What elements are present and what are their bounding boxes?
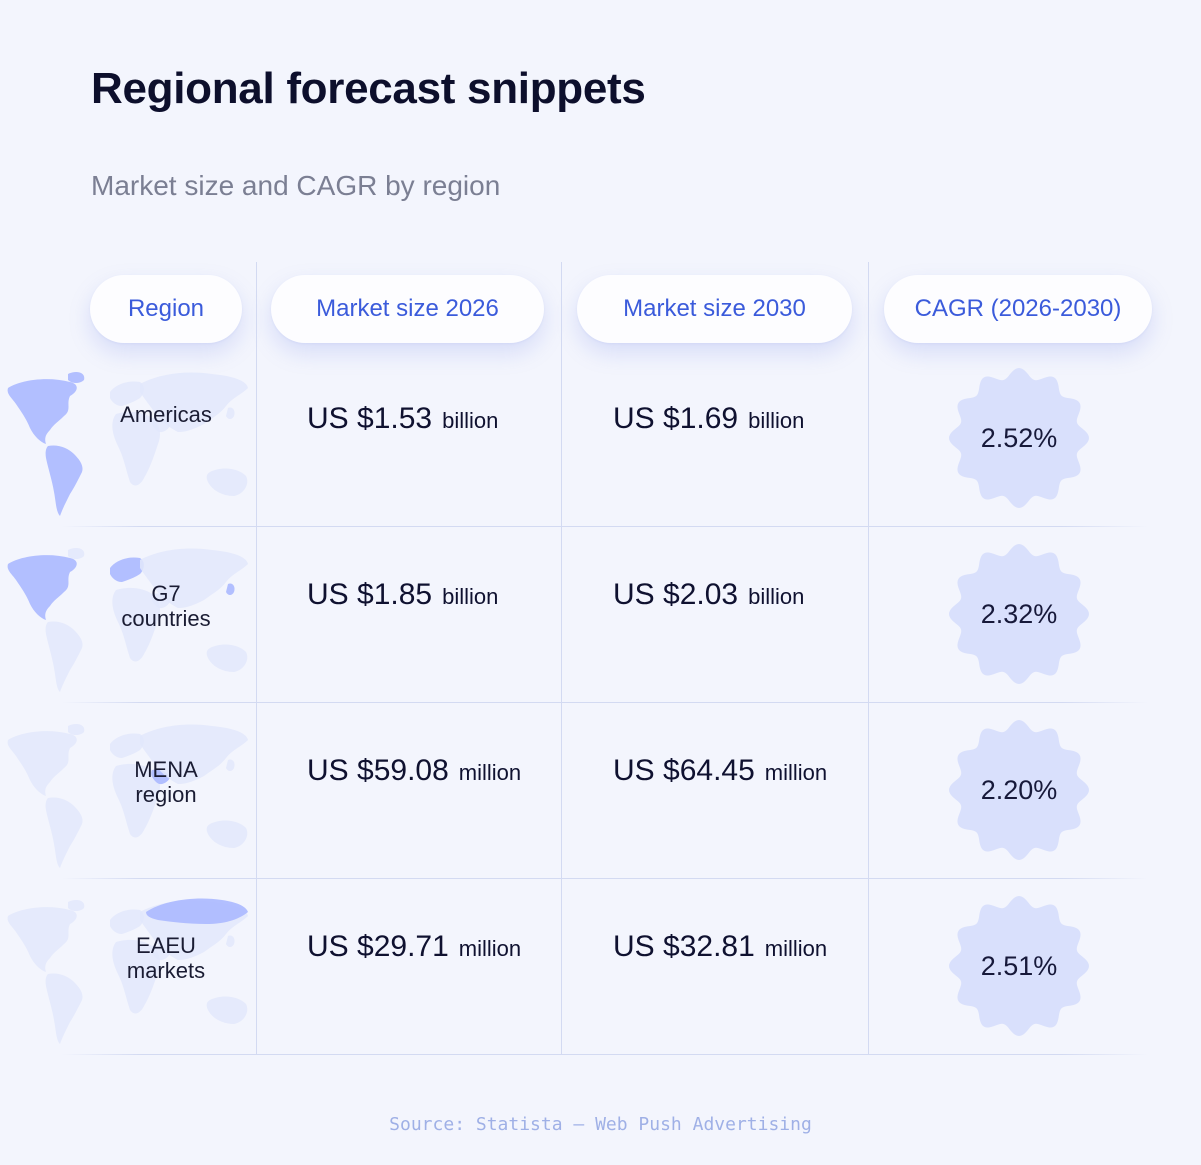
column-header-cagr: CAGR (2026-2030)	[884, 275, 1152, 343]
market-size-2030-mena-region-amount: US $64.45	[613, 754, 755, 787]
row-divider	[62, 702, 1148, 703]
market-size-2030-mena-region-unit: million	[764, 760, 828, 785]
column-divider	[256, 262, 257, 1054]
column-header-region: Region	[90, 275, 242, 343]
market-size-2026-mena-region: US $59.08 million	[307, 754, 521, 788]
cagr-badge-eaeu-markets: 2.51%	[949, 896, 1089, 1036]
market-size-2026-eaeu-markets-unit: million	[458, 936, 522, 961]
cagr-value-mena-region: 2.20%	[980, 774, 1058, 805]
region-label-g7-countries: countries	[121, 606, 211, 631]
page-subtitle: Market size and CAGR by region	[91, 170, 501, 201]
market-size-2030-g7-countries: US $2.03 billion	[613, 578, 804, 612]
world-map-icon	[0, 714, 258, 882]
market-size-2026-americas-amount: US $1.53	[307, 402, 433, 435]
market-size-2030-eaeu-markets: US $32.81 million	[613, 930, 827, 964]
market-size-2030-americas-amount: US $1.69	[613, 402, 739, 435]
row-divider	[62, 1054, 1148, 1055]
row-divider	[62, 878, 1148, 879]
market-size-2030-eaeu-markets-amount: US $32.81	[613, 930, 755, 963]
column-header-market-size-2026: Market size 2026	[271, 275, 544, 343]
market-size-2026-g7-countries-unit: billion	[442, 584, 499, 609]
market-size-2026-mena-region-amount: US $59.08	[307, 754, 449, 787]
region-label-g7-countries: G7	[151, 581, 181, 606]
region-label-eaeu-markets: markets	[126, 958, 206, 983]
market-size-2030-eaeu-markets-unit: million	[764, 936, 828, 961]
region-label-americas: Americas	[120, 402, 212, 427]
cagr-value-eaeu-markets: 2.51%	[980, 950, 1058, 981]
world-map-icon	[0, 362, 258, 530]
market-size-2026-americas: US $1.53 billion	[307, 402, 498, 436]
world-map-icon	[0, 538, 258, 706]
cagr-badge-g7-countries: 2.32%	[949, 544, 1089, 684]
region-label-mena-region: region	[135, 782, 197, 807]
market-size-2026-eaeu-markets-amount: US $29.71	[307, 930, 449, 963]
region-label-eaeu-markets: EAEU	[136, 933, 196, 958]
page-title: Regional forecast snippets	[91, 64, 646, 113]
source-note: Source: Statista — Web Push Advertising	[389, 1114, 812, 1135]
region-label-mena-region: MENA	[134, 757, 198, 782]
column-divider	[868, 262, 869, 1054]
column-divider	[561, 262, 562, 1054]
market-size-2030-g7-countries-amount: US $2.03	[613, 578, 739, 611]
cagr-badge-mena-region: 2.20%	[949, 720, 1089, 860]
market-size-2030-americas-unit: billion	[748, 408, 805, 433]
market-size-2026-americas-unit: billion	[442, 408, 499, 433]
column-header-market-size-2030: Market size 2030	[577, 275, 852, 343]
market-size-2026-g7-countries: US $1.85 billion	[307, 578, 498, 612]
market-size-2026-mena-region-unit: million	[458, 760, 522, 785]
market-size-2026-eaeu-markets: US $29.71 million	[307, 930, 521, 964]
world-map-icon	[0, 890, 258, 1058]
market-size-2030-mena-region: US $64.45 million	[613, 754, 827, 788]
market-size-2030-g7-countries-unit: billion	[748, 584, 805, 609]
market-size-2030-americas: US $1.69 billion	[613, 402, 804, 436]
cagr-badge-americas: 2.52%	[949, 368, 1089, 508]
cagr-value-americas: 2.52%	[980, 422, 1058, 453]
market-size-2026-g7-countries-amount: US $1.85	[307, 578, 433, 611]
row-divider	[62, 526, 1148, 527]
cagr-value-g7-countries: 2.32%	[980, 598, 1058, 629]
